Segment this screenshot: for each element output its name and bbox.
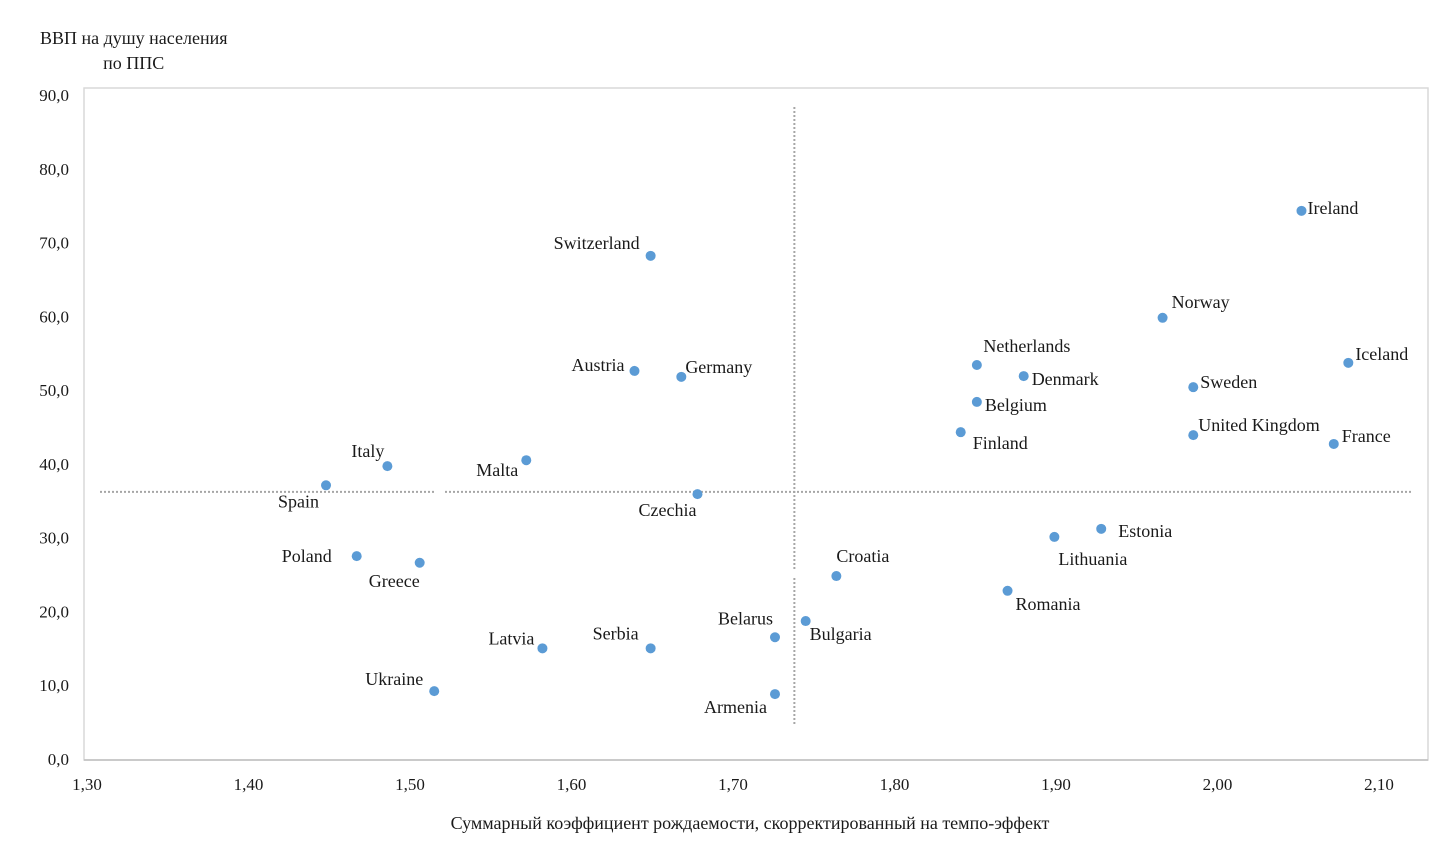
data-point [537, 643, 548, 654]
data-label: Bulgaria [810, 624, 872, 644]
x-tick-label: 2,10 [1364, 775, 1394, 794]
data-label: Spain [278, 491, 319, 511]
data-label: Belarus [718, 608, 773, 628]
data-point [629, 365, 640, 376]
x-tick-label: 1,60 [557, 775, 587, 794]
y-tick-label: 30,0 [39, 529, 69, 548]
data-label: Ukraine [365, 669, 423, 689]
data-label: Germany [685, 357, 752, 377]
data-point [971, 396, 982, 407]
x-tick-label: 1,80 [880, 775, 910, 794]
data-point [769, 632, 780, 643]
data-label: Finland [973, 433, 1028, 453]
data-point [382, 461, 393, 472]
data-label: Iceland [1355, 344, 1408, 364]
data-label: Denmark [1032, 369, 1099, 389]
y-tick-label: 70,0 [39, 234, 69, 253]
data-label: Malta [476, 460, 518, 480]
data-label: Belgium [985, 395, 1047, 415]
x-tick-label: 1,90 [1041, 775, 1071, 794]
data-label: Lithuania [1058, 549, 1127, 569]
data-label: Greece [369, 571, 420, 591]
data-label: United Kingdom [1198, 415, 1320, 435]
x-tick-label: 1,30 [72, 775, 102, 794]
data-point [1296, 205, 1307, 216]
data-point [645, 250, 656, 261]
y-tick-label: 20,0 [39, 602, 69, 621]
data-point [1188, 382, 1199, 393]
data-label: Switzerland [554, 233, 640, 253]
data-point [1157, 312, 1168, 323]
data-label: France [1342, 426, 1391, 446]
data-point [351, 551, 362, 562]
data-label: Ireland [1307, 198, 1358, 218]
y-tick-label: 40,0 [39, 455, 69, 474]
x-tick-label: 1,50 [395, 775, 425, 794]
data-point [955, 427, 966, 438]
data-point [645, 643, 656, 654]
data-point [1096, 523, 1107, 534]
data-point [1188, 430, 1199, 441]
y-axis-title-line-1: ВВП на душу населения [40, 28, 228, 48]
data-label: Czechia [639, 500, 697, 520]
x-tick-label: 1,70 [718, 775, 748, 794]
x-axis-title: Суммарный коэффициент рождаемости, скорр… [450, 813, 1050, 833]
data-point [429, 686, 440, 697]
y-axis-title: ВВП на душу населения по ППС [40, 26, 228, 76]
y-axis-title-line-2: по ППС [103, 53, 165, 73]
data-point [521, 455, 532, 466]
data-point [769, 689, 780, 700]
data-label: Norway [1172, 292, 1230, 312]
x-tick-label: 2,00 [1203, 775, 1233, 794]
data-label: Austria [571, 355, 624, 375]
y-tick-label: 10,0 [39, 676, 69, 695]
data-point [1328, 438, 1339, 449]
data-point [800, 616, 811, 627]
y-tick-label: 50,0 [39, 381, 69, 400]
data-point [831, 571, 842, 582]
data-point [1002, 585, 1013, 596]
y-tick-label: 90,0 [39, 86, 69, 105]
data-point [676, 371, 687, 382]
data-label: Armenia [704, 697, 767, 717]
data-label: Latvia [488, 628, 534, 648]
x-tick-label: 1,40 [234, 775, 264, 794]
y-tick-label: 80,0 [39, 160, 69, 179]
data-label: Estonia [1118, 521, 1172, 541]
data-label: Poland [282, 546, 332, 566]
data-label: Serbia [593, 623, 639, 643]
data-point [1049, 531, 1060, 542]
data-point [1343, 357, 1354, 368]
data-point [1018, 371, 1029, 382]
data-point [971, 360, 982, 371]
data-label: Croatia [836, 546, 889, 566]
data-label: Romania [1016, 594, 1081, 614]
data-point [321, 480, 332, 491]
data-label: Italy [351, 441, 384, 461]
y-tick-label: 0,0 [48, 750, 69, 769]
y-tick-label: 60,0 [39, 307, 69, 326]
data-point [414, 557, 425, 568]
data-label: Sweden [1200, 372, 1257, 392]
data-point [692, 489, 703, 500]
data-label: Netherlands [983, 336, 1070, 356]
